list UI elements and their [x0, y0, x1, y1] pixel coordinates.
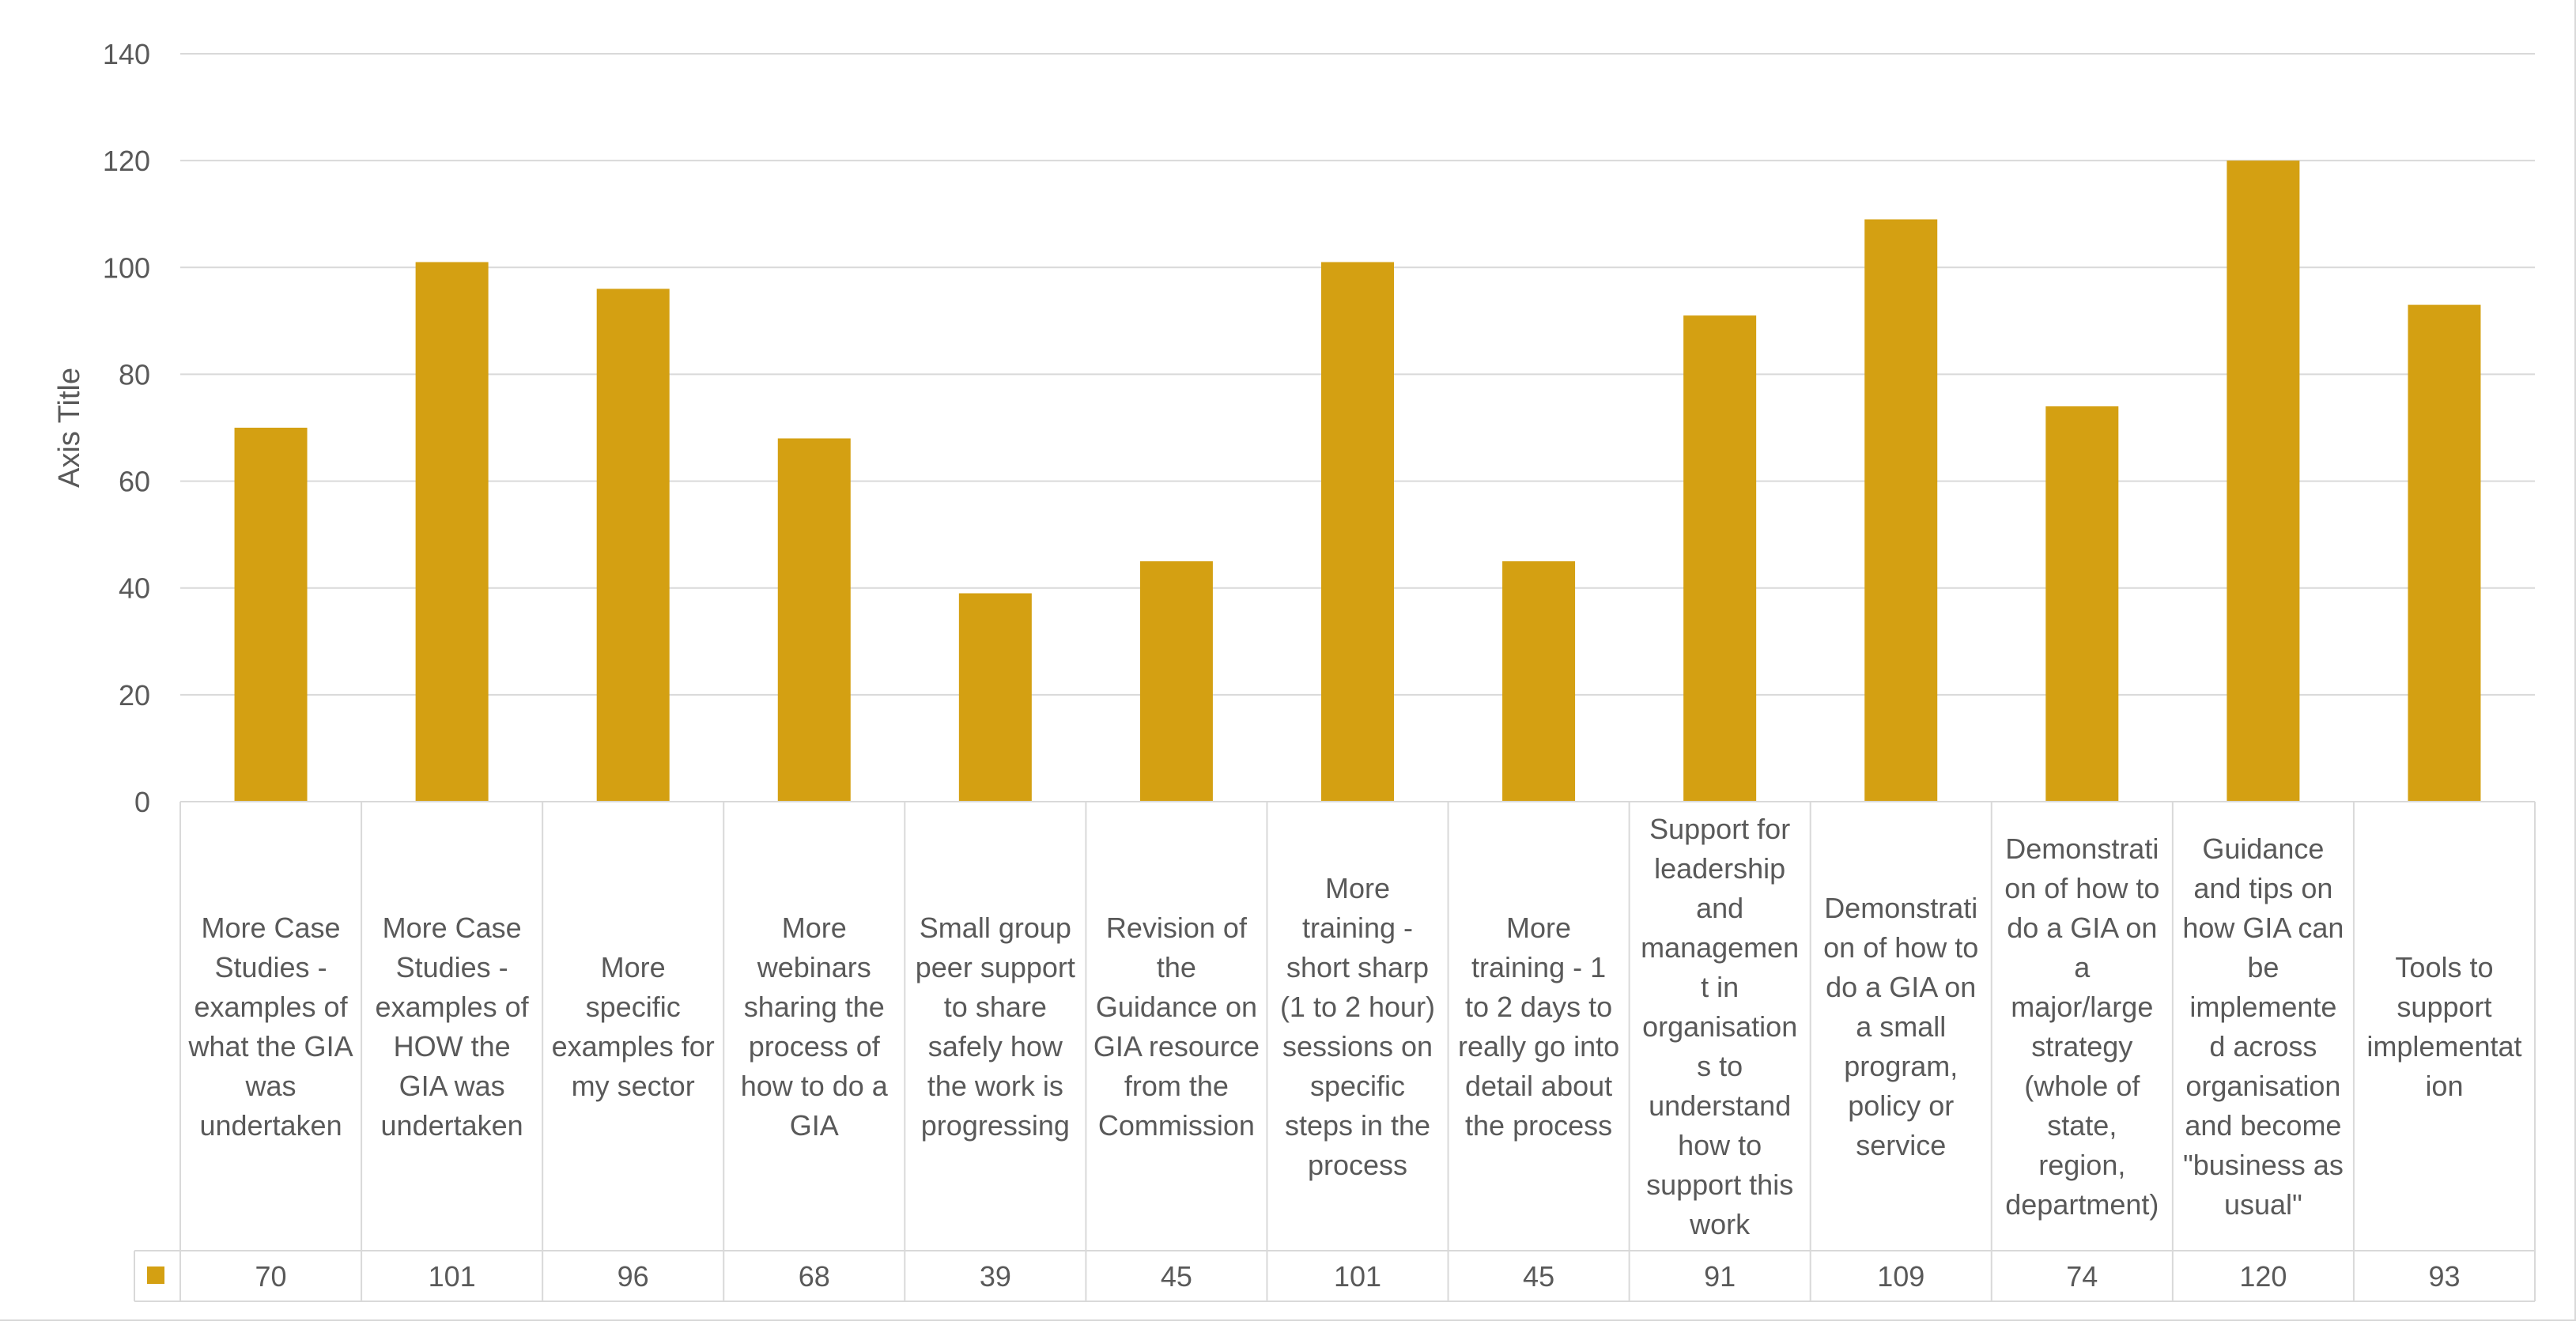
data-table-value: 93	[2428, 1260, 2460, 1293]
bar	[1321, 262, 1394, 802]
bar	[1864, 219, 1938, 802]
y-axis-ticks: 0 20 40 60 80 100 120 140	[103, 38, 150, 818]
category-label: More webinars sharing the process of how to …	[741, 912, 889, 1142]
data-table-value: 74	[2066, 1260, 2098, 1293]
bar	[1683, 315, 1757, 802]
y-tick-label: 40	[119, 572, 150, 605]
data-table-value: 91	[1704, 1260, 1736, 1293]
bar	[1139, 561, 1213, 802]
category-label: Demonstrati on of how to do a GIA on a smal…	[1823, 892, 1978, 1161]
y-tick-label: 20	[119, 679, 150, 712]
bar	[2408, 304, 2481, 802]
y-tick-label: 80	[119, 358, 150, 391]
data-table-value: 45	[1161, 1260, 1192, 1293]
category-label: More training -short sharp (1 to 2 hour) se…	[1280, 872, 1435, 1181]
bar	[777, 438, 851, 802]
data-table-value: 96	[618, 1260, 649, 1293]
category-label: Tools to support implementat ion	[2366, 951, 2521, 1102]
category-label: Small group peer support to share safely ho…	[916, 912, 1075, 1142]
y-tick-label: 140	[103, 38, 150, 70]
category-label: More specific examples for my sector	[552, 951, 715, 1102]
bar	[2227, 160, 2300, 802]
bar	[2045, 406, 2119, 802]
category-label: Support for leadership and managemen t in org…	[1641, 813, 1799, 1240]
data-table-value: 109	[1877, 1260, 1924, 1293]
y-tick-label: 0	[134, 786, 150, 818]
bar	[596, 289, 670, 802]
data-table-value: 101	[1334, 1260, 1381, 1293]
data-table-value: 39	[980, 1260, 1011, 1293]
legend-key	[147, 1266, 164, 1284]
data-table-value: 120	[2239, 1260, 2287, 1293]
category-label: More Case Studies -examples of what the GI…	[187, 912, 353, 1142]
data-table-value: 68	[799, 1260, 830, 1293]
bar	[958, 593, 1032, 802]
bar	[415, 262, 489, 802]
bars	[234, 160, 2481, 802]
data-table-value: 101	[429, 1260, 476, 1293]
category-label: Demonstrati on of how to do a GIA on a major…	[2004, 832, 2159, 1221]
data-table: More Case Studies -examples of what the GI…	[134, 801, 2536, 1302]
y-tick-label: 120	[103, 145, 150, 177]
data-table-value: 70	[255, 1260, 287, 1293]
y-tick-label: 60	[119, 466, 150, 498]
category-label: Guidance and tips on how GIA can be implemen…	[2182, 832, 2344, 1221]
category-label: Revision of the Guidance on GIA resource fro…	[1093, 912, 1260, 1142]
data-table-value: 45	[1523, 1260, 1554, 1293]
bar	[1502, 561, 1576, 802]
bar	[234, 428, 308, 802]
category-label: More training - 1 to 2 days to really go in…	[1458, 912, 1619, 1142]
category-label: More Case Studies -examples of HOW the GIA …	[376, 912, 530, 1142]
y-axis-title: Axis Title	[53, 368, 86, 488]
y-tick-label: 100	[103, 251, 150, 284]
